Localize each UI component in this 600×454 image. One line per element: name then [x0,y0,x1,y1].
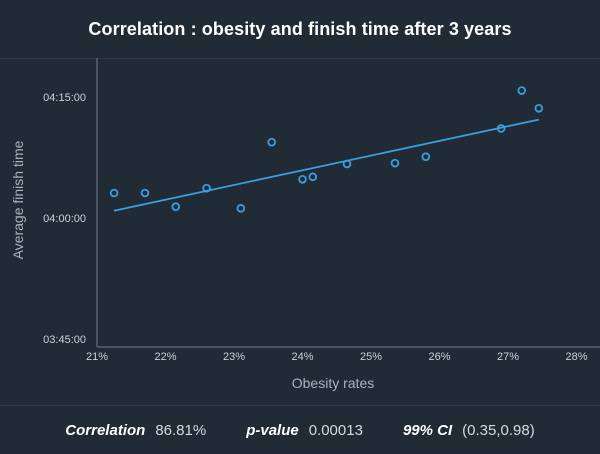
x-tick-label: 25% [360,351,382,363]
chart-title-bar: Correlation : obesity and finish time af… [0,0,600,59]
y-tick-label: 03:45:00 [43,334,86,346]
data-point [109,188,119,198]
x-tick-label: 26% [428,351,450,363]
data-point [267,137,276,147]
ci-label: 99% CI [402,421,453,439]
data-point [534,103,544,113]
data-point [171,202,181,212]
y-tick-label: 04:00:00 [43,213,86,225]
x-tick-label: 23% [223,351,245,363]
data-point [517,86,526,95]
data-point [496,124,506,133]
data-point [298,174,307,184]
data-point [140,188,150,198]
correlation-label: Correlation [65,421,146,439]
x-axis-ticks: 21% 22% 23% 24% 25% 26% 27% 28% [86,351,588,363]
ci-stat: 99% CI (0.35,0.98) [403,422,535,439]
pvalue-stat: p-value 0.00013 [246,422,363,439]
y-axis-ticks: 04:15:00 04:00:00 03:45:00 [43,92,86,346]
data-point [308,172,318,182]
stats-footer: Correlation 86.81% p-value 0.00013 99% C… [0,405,600,454]
data-points [109,86,544,213]
data-point [236,204,246,213]
ci-value: (0.35,0.98) [462,421,535,439]
trendline-group [113,118,540,212]
x-tick-label: 24% [291,351,313,363]
y-tick-label: 04:15:00 [43,92,86,104]
data-point [421,152,431,161]
correlation-value: 86.81% [155,421,207,439]
data-point [390,158,400,168]
axes [96,58,600,348]
x-axis-title: Obesity rates [292,375,374,391]
pvalue-label: p-value [246,421,299,439]
chart-title: Correlation : obesity and finish time af… [88,18,512,39]
x-tick-label: 21% [86,351,108,363]
data-point [202,183,211,193]
trendline [113,118,540,212]
x-tick-label: 22% [154,351,176,363]
x-tick-label: 27% [497,351,519,363]
pvalue-value: 0.00013 [308,421,363,439]
x-tick-label: 28% [565,351,587,363]
y-axis-title: Average finish time [10,140,26,259]
data-point [342,159,352,169]
scatter-chart: 04:15:00 04:00:00 03:45:00 21% 22% 23% 24% 25%… [10,58,600,391]
correlation-stat: Correlation 86.81% [65,422,206,439]
